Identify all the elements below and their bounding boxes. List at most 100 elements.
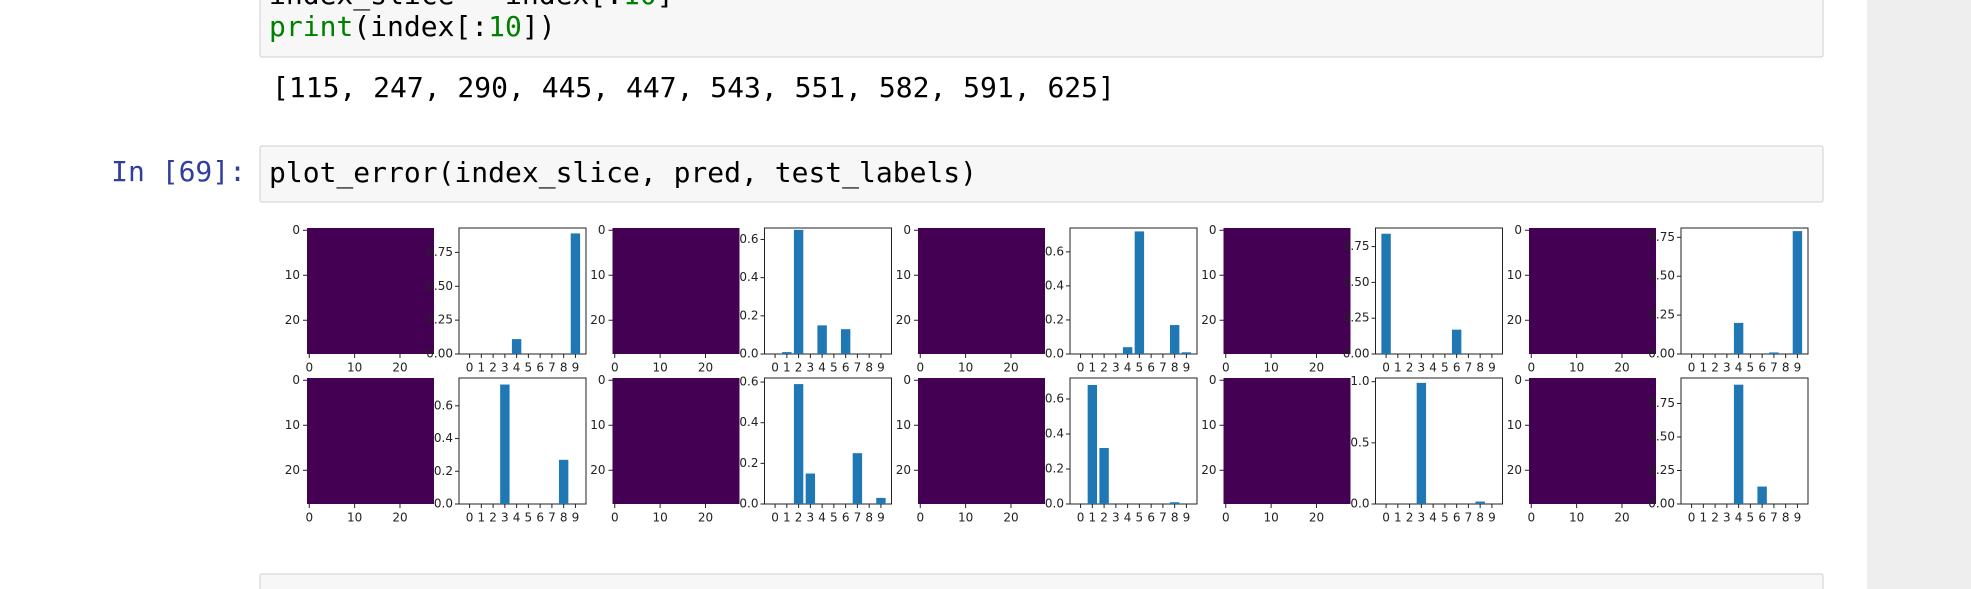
y-tick-label: 0.75 [1648, 230, 1675, 244]
x-tick-label: 1 [1700, 361, 1708, 375]
x-tick-label: 8 [1476, 511, 1484, 525]
x-tick-label: 20 [1614, 361, 1629, 375]
x-tick-label: 4 [1735, 511, 1743, 525]
x-tick-label: 10 [958, 511, 973, 525]
x-tick-label: 3 [501, 511, 509, 525]
y-tick-label: 20 [1507, 313, 1522, 327]
plot-area [1680, 377, 1809, 505]
bar [511, 339, 522, 354]
y-tick-label: 0 [1514, 223, 1522, 237]
x-tick-label: 6 [1147, 361, 1155, 375]
x-tick-label: 0 [1222, 511, 1230, 525]
bar [1381, 233, 1391, 354]
y-tick-label: 0.4 [1045, 427, 1064, 441]
bar [817, 325, 827, 354]
x-tick-label: 9 [1794, 361, 1802, 375]
y-tick-label: 0.25 [1343, 311, 1370, 325]
code-token: ] [657, 0, 674, 11]
x-tick-label: 6 [1453, 511, 1461, 525]
y-tick-label: 10 [590, 418, 605, 432]
x-tick-label: 20 [1003, 361, 1018, 375]
x-tick-label: 10 [652, 511, 667, 525]
x-tick-label: 5 [830, 511, 838, 525]
x-tick-label: 10 [1263, 511, 1278, 525]
x-tick-label: 1 [1394, 511, 1402, 525]
x-tick-label: 20 [1309, 511, 1324, 525]
x-tick-label: 2 [1711, 361, 1719, 375]
y-tick-label: 0.4 [739, 415, 758, 429]
y-tick-label: 0 [292, 373, 300, 387]
code-cell[interactable] [259, 145, 1824, 203]
y-tick-label: 20 [285, 313, 300, 327]
x-tick-label: 20 [392, 361, 407, 375]
y-tick-label: 0.0 [1045, 497, 1064, 511]
x-tick-label: 4 [818, 511, 826, 525]
y-tick-label: 0.4 [739, 270, 758, 284]
x-tick-label: 0 [1077, 361, 1085, 375]
x-tick-label: 5 [1136, 511, 1144, 525]
y-tick-label: 0.2 [1045, 462, 1064, 476]
x-tick-label: 6 [536, 361, 544, 375]
digit-image [307, 378, 434, 504]
code-line: plot_error(index_slice, pred, test_label… [269, 156, 977, 190]
y-tick-label: 10 [1507, 268, 1522, 282]
code-token: 10 [488, 10, 522, 43]
x-tick-label: 5 [1747, 511, 1755, 525]
x-tick-label: 9 [572, 511, 580, 525]
bar [1733, 384, 1744, 504]
x-tick-label: 1 [478, 511, 486, 525]
x-tick-label: 2 [1100, 361, 1108, 375]
y-tick-label: 10 [1507, 418, 1522, 432]
y-tick-label: 0 [598, 223, 606, 237]
x-tick-label: 0 [1688, 361, 1696, 375]
x-tick-label: 2 [795, 361, 803, 375]
y-tick-label: 0.00 [1648, 497, 1675, 511]
bar [1416, 382, 1427, 504]
y-tick-label: 0.0 [739, 497, 758, 511]
y-tick-label: 0.2 [434, 464, 453, 478]
digit-image [1529, 378, 1656, 504]
y-tick-label: 20 [1201, 313, 1216, 327]
x-tick-label: 10 [1569, 511, 1584, 525]
x-tick-label: 10 [347, 511, 362, 525]
y-tick-label: 0.2 [739, 308, 758, 322]
x-tick-label: 1 [478, 361, 486, 375]
y-tick-label: 0.6 [434, 398, 453, 412]
x-tick-label: 0 [1382, 511, 1390, 525]
x-tick-label: 6 [842, 361, 850, 375]
code-cell[interactable] [259, 0, 1824, 58]
x-tick-label: 2 [1100, 511, 1108, 525]
y-tick-label: 0.75 [1648, 396, 1675, 410]
code-line: print(index[:10]) [269, 10, 556, 43]
y-tick-label: 10 [285, 418, 300, 432]
y-tick-label: 20 [590, 313, 605, 327]
y-tick-label: 0.50 [1648, 429, 1675, 443]
x-tick-label: 7 [1465, 511, 1473, 525]
bar [1733, 322, 1744, 354]
y-tick-label: 0.75 [1343, 239, 1370, 253]
x-tick-label: 0 [771, 511, 779, 525]
y-tick-label: 10 [1201, 268, 1216, 282]
x-tick-label: 5 [830, 361, 838, 375]
y-tick-label: 0 [903, 373, 911, 387]
y-tick-label: 0.6 [1045, 244, 1064, 258]
bar [1792, 231, 1803, 354]
x-tick-label: 1 [1089, 511, 1097, 525]
x-tick-label: 1 [1089, 361, 1097, 375]
y-tick-label: 20 [1201, 463, 1216, 477]
code-cell[interactable] [259, 573, 1824, 589]
y-tick-label: 0.00 [1343, 347, 1370, 361]
x-tick-label: 5 [1441, 511, 1449, 525]
x-tick-label: 0 [1222, 361, 1230, 375]
x-tick-label: 5 [1136, 361, 1144, 375]
x-tick-label: 20 [1614, 511, 1629, 525]
plot-area [764, 377, 892, 505]
y-tick-label: 0.2 [1045, 312, 1064, 326]
y-tick-label: 0.25 [426, 313, 453, 327]
x-tick-label: 8 [560, 511, 568, 525]
x-tick-label: 2 [489, 511, 497, 525]
bar [1475, 501, 1485, 504]
x-tick-label: 0 [916, 511, 924, 525]
